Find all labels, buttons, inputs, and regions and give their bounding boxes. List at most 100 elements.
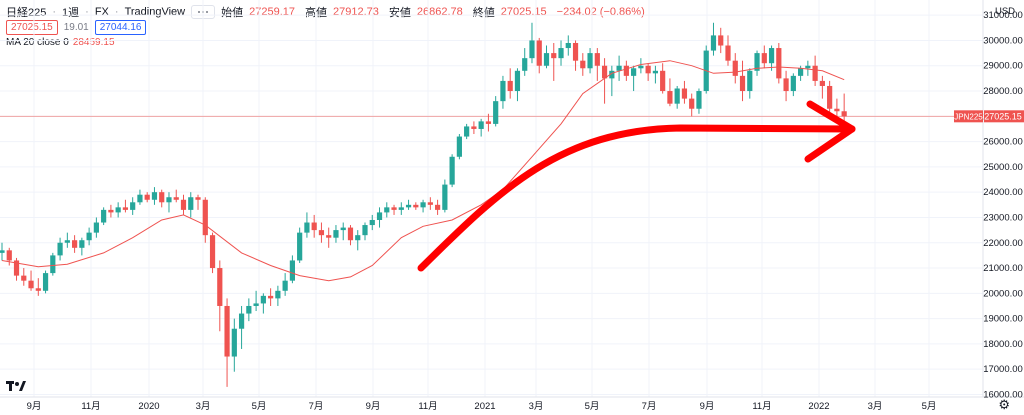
candle-body: [609, 70, 615, 79]
candle-body: [246, 305, 252, 314]
x-tick-label: 9月: [27, 401, 42, 412]
candles: [0, 22, 847, 387]
candle-body: [449, 156, 455, 185]
candle-body: [130, 202, 136, 210]
candle-body: [101, 209, 107, 223]
candle-body: [776, 48, 782, 79]
candle-body: [35, 288, 41, 291]
candle-body: [195, 197, 201, 200]
candle-body: [768, 48, 775, 64]
y-tick-label: 17000.00: [983, 364, 1023, 375]
y-tick-label: 18000.00: [983, 339, 1023, 350]
candle-body: [587, 53, 593, 69]
candle-body: [456, 136, 462, 157]
candle-body: [798, 68, 804, 76]
y-tick-label: 28000.00: [983, 86, 1023, 97]
candle-body: [514, 70, 521, 92]
candle-body: [93, 222, 99, 233]
x-tick-label: 2022: [808, 401, 829, 412]
candle-body: [50, 255, 56, 274]
candle-body: [594, 53, 600, 66]
candle-body: [580, 60, 586, 69]
y-tick-label: 26000.00: [983, 137, 1023, 148]
sell-price[interactable]: 27025.15: [6, 20, 58, 35]
close-label: 終値: [472, 7, 495, 19]
candle-body: [355, 235, 361, 241]
candle-body: [471, 126, 477, 129]
separator: ·: [52, 6, 57, 18]
candle-body: [747, 70, 753, 92]
candle-body: [732, 60, 738, 76]
candle-body: [529, 40, 535, 59]
candle-body: [660, 70, 666, 92]
candle-body: [13, 260, 20, 276]
candle-body: [217, 268, 223, 306]
candle-body: [0, 250, 5, 253]
symbol-name[interactable]: 日経225: [6, 7, 47, 19]
candle-body: [478, 121, 484, 129]
candle-body: [761, 53, 767, 64]
x-tick-label: 9月: [700, 401, 715, 412]
candle-body: [260, 295, 266, 304]
time-axis[interactable]: 9月 11月 2020 3月 5月 7月 9月 11月 2021 3月 5月 7月 9月 11月 2022 3…: [27, 401, 937, 412]
candle-body: [57, 242, 63, 256]
candle-body: [347, 227, 354, 241]
spread: 19.01: [63, 22, 89, 33]
y-tick-label: 21000.00: [983, 263, 1023, 274]
indicator-label: MA 20 close 0: [6, 37, 69, 48]
candle-body: [667, 91, 673, 104]
candle-body: [841, 111, 847, 117]
x-tick-label: 11月: [418, 401, 437, 412]
y-tick-label: 16000.00: [983, 389, 1023, 400]
candle-body: [827, 85, 833, 109]
tradingview-logo-icon[interactable]: [6, 379, 26, 393]
candle-body: [710, 35, 717, 51]
candle-body: [340, 227, 346, 231]
low-label: 安値: [388, 7, 411, 19]
x-tick-label: 5月: [252, 401, 267, 412]
currency-label[interactable]: USD: [995, 6, 1015, 17]
candle-body: [108, 209, 114, 213]
x-tick-label: 9月: [366, 401, 381, 412]
candle-body: [42, 273, 49, 291]
y-tick-label: 22000.00: [983, 238, 1023, 249]
candle-body: [616, 65, 622, 71]
x-tick-label: 3月: [529, 401, 544, 412]
candle-body: [500, 80, 506, 102]
candle-body: [369, 219, 375, 226]
x-tick-label: 7月: [642, 401, 657, 412]
candle-body: [6, 250, 12, 261]
candle-body: [551, 53, 557, 59]
price-axis[interactable]: 16000.00 17000.00 18000.00 19000.00 20000.00…: [983, 10, 1023, 400]
candle-body: [282, 280, 288, 291]
candle-body: [754, 53, 760, 71]
buy-price[interactable]: 27044.16: [94, 20, 147, 35]
candle-body: [122, 207, 129, 210]
candle-body: [681, 88, 688, 99]
separator: ·: [85, 6, 89, 18]
candle-body: [224, 305, 230, 357]
candle-body: [180, 199, 187, 210]
candle-body: [238, 313, 245, 329]
separator: ·: [114, 6, 119, 18]
candle-body: [689, 98, 695, 109]
candle-body: [783, 78, 789, 92]
candle-body: [645, 65, 651, 74]
candle-body: [543, 53, 550, 66]
indicator-legend[interactable]: MA 20 close 0 28459.15: [6, 37, 115, 48]
candle-body: [384, 207, 390, 213]
candle-body: [21, 275, 27, 281]
candle-body: [297, 232, 303, 261]
candle-body: [405, 204, 412, 208]
ma-line: [1, 60, 845, 282]
x-tick-label: 2020: [138, 401, 159, 412]
y-tick-label: 24000.00: [983, 187, 1023, 198]
y-tick-label: 23000.00: [983, 212, 1023, 223]
candle-body: [28, 280, 34, 289]
candle-body: [427, 202, 433, 205]
interval[interactable]: 1週: [62, 7, 80, 19]
arrow-head: [804, 100, 856, 163]
settings-gear-icon[interactable]: ⚙: [998, 397, 1010, 412]
x-tick-label: 11月: [752, 401, 771, 412]
